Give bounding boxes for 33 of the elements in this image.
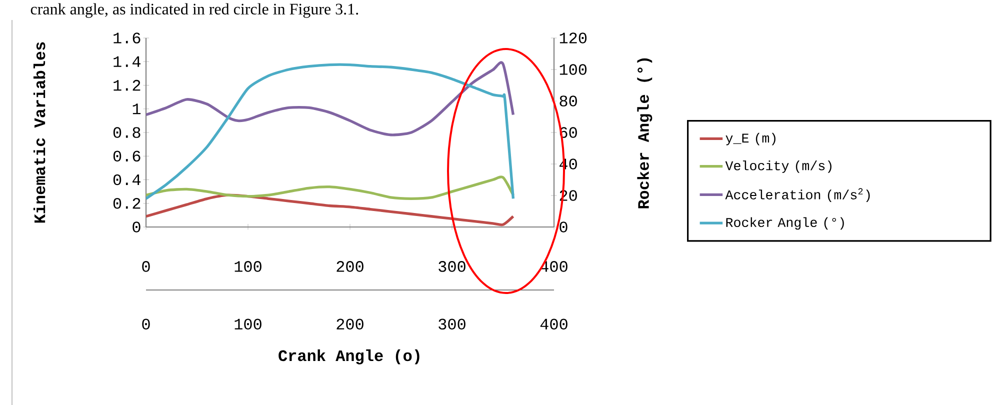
y2-axis-title: Rocker Angle (°) [637, 58, 652, 208]
legend-label: y_E (m) [726, 132, 776, 146]
line-series [146, 62, 515, 136]
y2-tick-label: 0 [560, 222, 568, 232]
x-tick-label: 300 [438, 318, 466, 330]
x2-tick-label: 200 [336, 261, 364, 272]
x-axis-title: Crank Angle (o) [278, 349, 420, 364]
y-tick-label: 1.4 [114, 56, 140, 67]
line-series [146, 63, 515, 200]
y-tick-label: 0.6 [113, 150, 140, 162]
legend-label: Velocity (m/s) [725, 160, 832, 173]
y-tick-label: 0 [132, 222, 140, 232]
y-axis-title: Kinematic Variables [33, 42, 46, 223]
y2-tick-label: 100 [560, 64, 587, 75]
x2-tick-label: 300 [438, 261, 466, 272]
x2-tick-label: 0 [142, 261, 150, 272]
y-tick-label: 1 [132, 104, 141, 114]
x-tick-label: 200 [336, 318, 364, 330]
y-tick-label: 1.2 [114, 80, 140, 91]
x-tick-label: 400 [540, 318, 568, 330]
line-series [146, 176, 515, 200]
legend-label: Rocker Angle (°) [726, 217, 844, 230]
y2-tick-label: 80 [560, 96, 577, 106]
y-tick-label: 0.4 [113, 174, 140, 186]
x-tick-label: 0 [142, 318, 150, 330]
y-tick-label: 1.6 [114, 32, 140, 44]
text: crank angle, as indicated in red circle in Figure 3.1. [30, 3, 358, 18]
legend-label: Acceleration (m/s$^{2}$) [725, 188, 870, 202]
x2-tick-label: 100 [234, 261, 262, 272]
x-tick-label: 100 [234, 318, 262, 330]
y-tick-label: 0.8 [113, 127, 140, 138]
y-tick-label: 0.2 [113, 198, 140, 209]
y2-tick-label: 120 [560, 32, 587, 44]
